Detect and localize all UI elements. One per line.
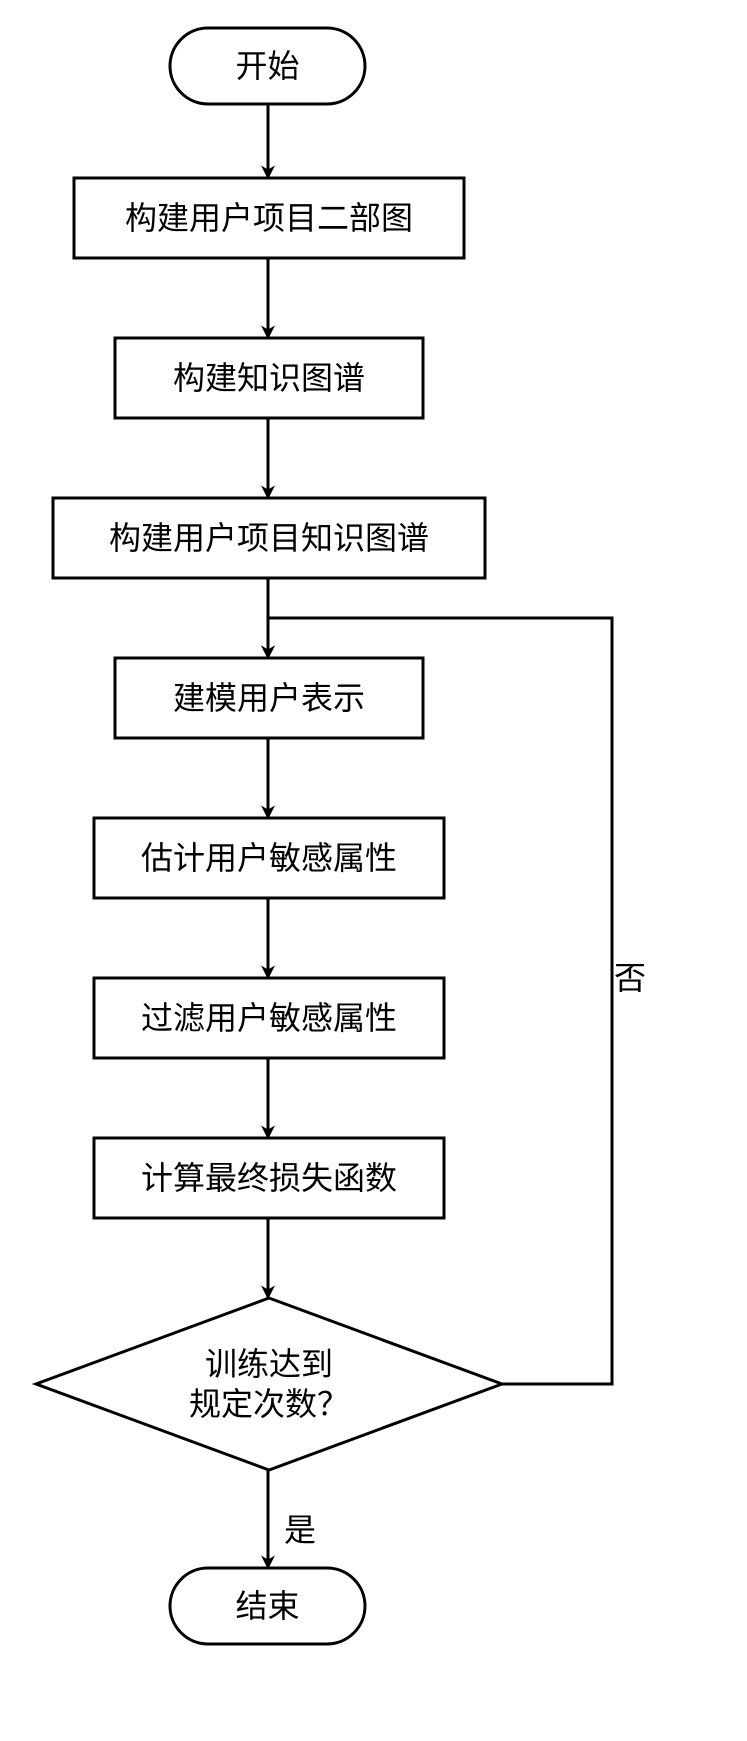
flowchart-canvas (0, 0, 747, 1741)
node-decision (36, 1298, 502, 1470)
node-n1 (74, 178, 464, 258)
node-end (170, 1568, 365, 1644)
node-n6 (94, 978, 444, 1058)
node-n7 (94, 1138, 444, 1218)
node-start (170, 28, 365, 104)
node-n5 (94, 818, 444, 898)
node-n2 (115, 338, 423, 418)
node-n4 (115, 658, 423, 738)
node-n3 (53, 498, 485, 578)
